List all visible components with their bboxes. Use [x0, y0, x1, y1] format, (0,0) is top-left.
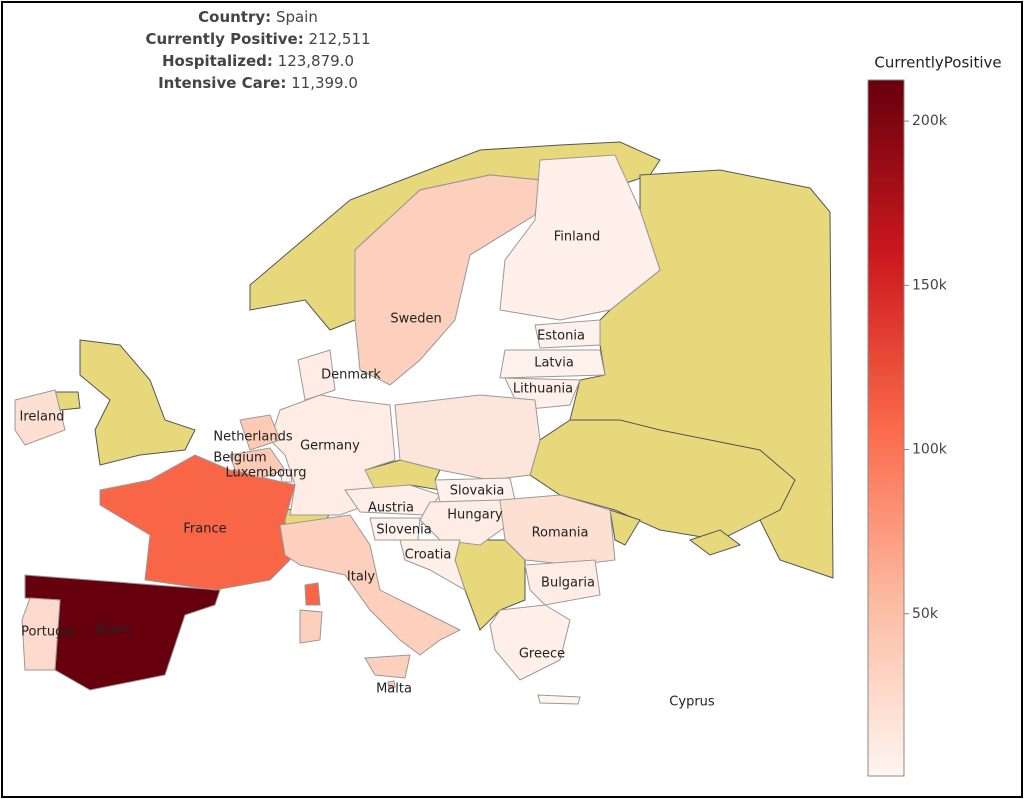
country — [354, 174, 541, 386]
country — [299, 609, 323, 644]
united-kingdom — [79, 339, 196, 466]
country — [297, 349, 336, 401]
country — [364, 654, 411, 679]
country — [394, 394, 541, 481]
country — [534, 319, 601, 349]
country-label: Bulgaria — [541, 576, 595, 591]
country-label: Latvia — [534, 356, 574, 371]
non-data-countries — [54, 141, 834, 631]
colorbar-tick-label: 50k — [912, 606, 939, 622]
colorbar-tick-label: 150k — [912, 277, 948, 293]
country-label: Hungary — [447, 508, 503, 523]
country — [279, 469, 293, 483]
country — [229, 447, 286, 479]
country-label: Estonia — [537, 329, 585, 344]
country-label: Spain — [95, 623, 131, 638]
country — [537, 694, 581, 705]
country-label: Finland — [554, 230, 600, 245]
country-label: Malta — [376, 682, 412, 697]
country-labels: Spain Portugal France Italy Malta Germany Neth… — [20, 230, 715, 710]
country-label: Denmark — [321, 368, 381, 383]
colorbar-tick-label: 100k — [912, 442, 948, 458]
country — [489, 604, 571, 681]
hover-line: Currently Positive: 212,511 — [145, 30, 370, 48]
country-label: Belgium — [213, 451, 266, 466]
country-label: Luxembourg — [225, 466, 306, 481]
colorbar — [867, 79, 905, 777]
hover-value: 212,511 — [309, 30, 371, 48]
hover-line: Intensive Care: 11,399.0 — [158, 74, 358, 92]
hover-label: Hospitalized: — [162, 52, 273, 70]
country-label: Portugal — [21, 625, 75, 640]
country-label: Slovenia — [376, 523, 431, 538]
country-label: Romania — [532, 526, 589, 541]
country-label: Croatia — [405, 548, 452, 563]
colorbar-tick-label: 200k — [912, 113, 948, 129]
crimea — [688, 529, 742, 556]
country — [239, 414, 281, 451]
hover-value: 123,879.0 — [278, 52, 354, 70]
country — [387, 680, 396, 689]
country — [524, 559, 601, 606]
hover-line: Country: Spain — [198, 8, 318, 26]
country-label: Netherlands — [213, 430, 292, 445]
country — [21, 597, 61, 671]
country-label: Germany — [300, 439, 360, 454]
country-label: Italy — [347, 570, 376, 585]
country — [279, 514, 462, 656]
country-label: Austria — [368, 501, 414, 516]
hover-value: Spain — [276, 8, 318, 26]
data-countries — [14, 154, 661, 705]
country — [99, 454, 296, 591]
country-label: Greece — [519, 647, 565, 662]
country-label: Cyprus — [669, 695, 715, 710]
country-label: Ireland — [20, 410, 65, 425]
hover-label: Country: — [198, 8, 271, 26]
moldova — [609, 509, 641, 546]
country — [399, 539, 466, 592]
country-label: Slovakia — [450, 484, 505, 499]
hover-line: Hospitalized: 123,879.0 — [162, 52, 354, 70]
hover-label: Currently Positive: — [145, 30, 303, 48]
country — [499, 154, 661, 321]
ukraine-belarus — [529, 419, 796, 541]
colorbar-title: CurrentlyPositive — [874, 54, 1001, 72]
hover-value: 11,399.0 — [291, 74, 358, 92]
country — [499, 349, 606, 379]
country-label: Sweden — [390, 312, 441, 327]
country — [14, 389, 66, 446]
country-label: France — [183, 522, 226, 537]
country-label: Lithuania — [513, 382, 573, 397]
hover-label: Intensive Care: — [158, 74, 286, 92]
country — [304, 582, 321, 606]
